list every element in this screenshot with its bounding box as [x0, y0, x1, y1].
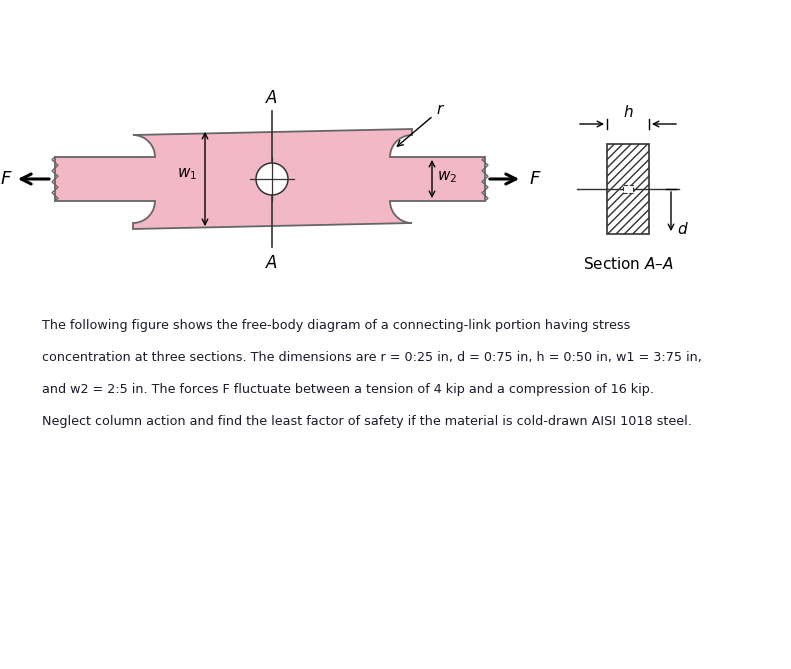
Text: Section $A$–$A$: Section $A$–$A$ [582, 256, 673, 272]
Text: $w_1$: $w_1$ [177, 166, 197, 182]
Circle shape [256, 163, 288, 195]
Text: $w_2$: $w_2$ [437, 169, 457, 185]
Text: $r$: $r$ [397, 102, 445, 147]
Text: $F$: $F$ [528, 170, 541, 188]
Bar [607, 144, 649, 234]
Text: $h$: $h$ [623, 104, 634, 120]
Bar [623, 185, 633, 193]
Text: The following figure shows the free-body diagram of a connecting-link portion ha: The following figure shows the free-body… [42, 319, 630, 332]
Text: and w2 = 2:5 in. The forces F fluctuate between a tension of 4 kip and a compres: and w2 = 2:5 in. The forces F fluctuate … [42, 383, 654, 396]
Polygon shape [55, 129, 485, 229]
Text: $A$: $A$ [266, 89, 278, 107]
Text: Neglect column action and find the least factor of safety if the material is col: Neglect column action and find the least… [42, 415, 692, 428]
Text: $d$: $d$ [677, 221, 689, 237]
Text: $A$: $A$ [266, 254, 278, 272]
Text: $F$: $F$ [0, 170, 13, 188]
Text: concentration at three sections. The dimensions are r = 0:25 in, d = 0:75 in, h : concentration at three sections. The dim… [42, 351, 702, 364]
